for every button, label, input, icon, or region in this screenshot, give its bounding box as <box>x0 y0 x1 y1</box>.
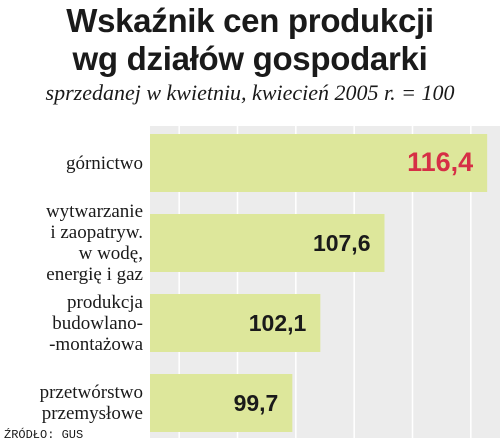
chart-panel: 116,4 107,6 102,1 99,7 <box>150 126 500 438</box>
bar <box>150 214 385 272</box>
bar-value-label: 116,4 <box>407 147 473 177</box>
bar-chart: 116,4 107,6 102,1 99,7 <box>150 126 500 438</box>
chart-title-line-1: Wskaźnik cen produkcji <box>66 2 434 39</box>
category-label: produkcja budowlano- -montażowa <box>0 292 143 355</box>
category-label-line: energię i gaz <box>46 264 143 285</box>
bar-value-label: 107,6 <box>313 230 371 256</box>
category-label: przetwórstwo przemysłowe <box>0 382 143 424</box>
chart-title: Wskaźnik cen produkcji wg działów gospod… <box>0 2 500 78</box>
bar <box>150 134 488 192</box>
bar-value-label: 102,1 <box>249 310 307 336</box>
bar <box>150 374 293 432</box>
category-label-line: wytwarzanie <box>45 201 143 222</box>
category-label: wytwarzanie i zaopatryw. w wodę, energię i … <box>0 201 143 285</box>
category-label-line: górnictwo <box>65 152 143 174</box>
category-label-line: produkcja <box>67 291 143 313</box>
chart-title-line-2: wg działów gospodarki <box>72 40 428 77</box>
category-label-line: w wodę, <box>78 243 143 264</box>
bar-value-label: 99,7 <box>234 390 279 416</box>
chart-subtitle: sprzedanej w kwietniu, kwiecień 2005 r. … <box>45 80 455 105</box>
bar <box>150 294 321 352</box>
category-label-line: przetwórstwo <box>39 382 143 403</box>
source-note: ŹRÓDŁO: GUS <box>4 428 84 442</box>
category-label-line: przemysłowe <box>41 403 143 424</box>
category-label-line: -montażowa <box>49 333 143 355</box>
category-label-line: i zaopatryw. <box>50 222 143 243</box>
category-label-line: budowlano- <box>52 312 143 334</box>
category-label: górnictwo <box>0 153 143 174</box>
